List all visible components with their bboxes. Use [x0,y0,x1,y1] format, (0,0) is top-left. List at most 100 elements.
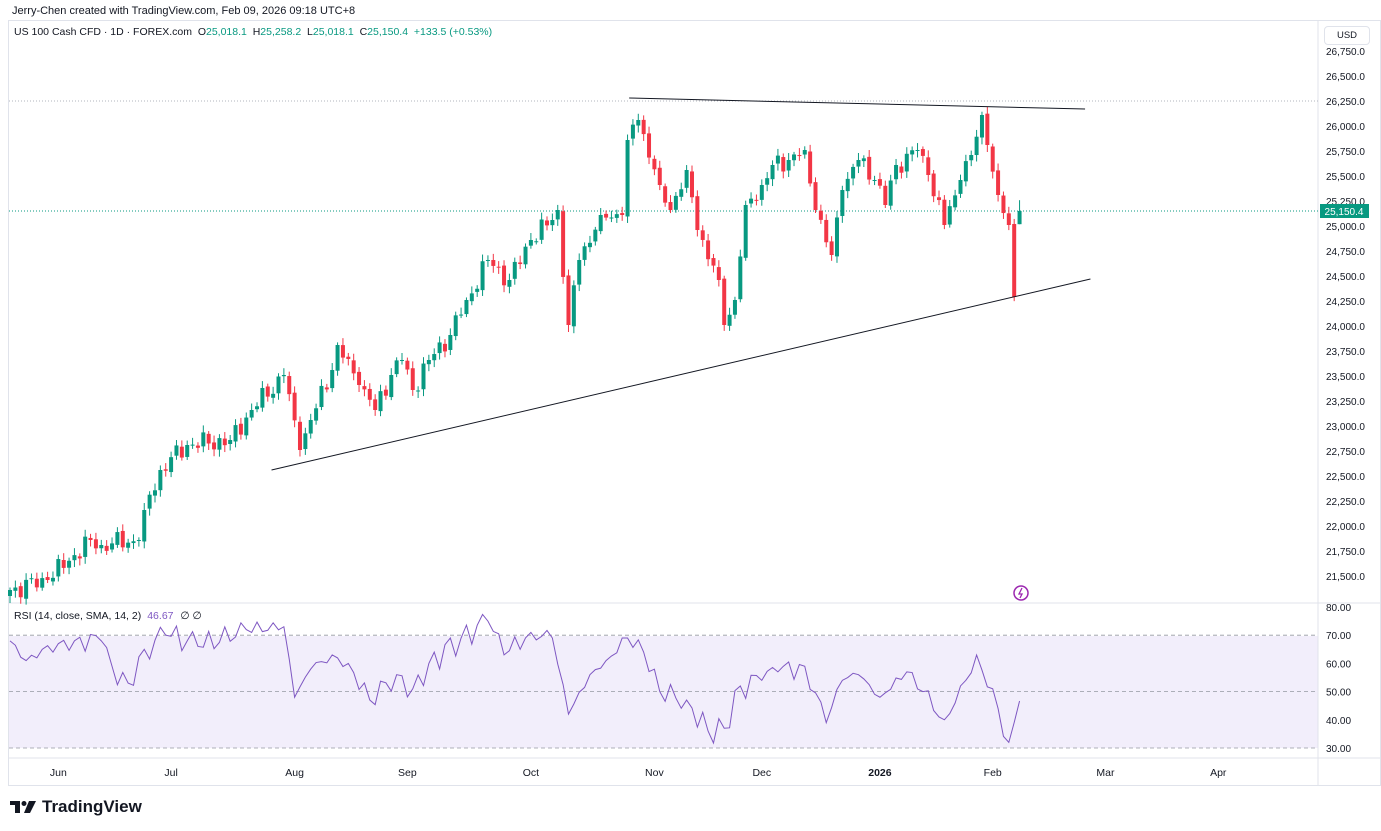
price-tick: 24,750.0 [1326,247,1365,258]
price-tick: 24,500.0 [1326,272,1365,283]
candle [464,297,469,318]
candle-body [732,300,737,315]
candle [684,165,689,193]
price-tick: 26,750.0 [1326,47,1365,58]
candle [40,572,45,591]
price-tick: 21,750.0 [1326,547,1365,558]
price-tick: 22,750.0 [1326,447,1365,458]
candle-body [679,189,684,197]
candle-body [265,386,270,397]
candle [442,339,447,358]
candle [260,381,265,412]
candle-body [34,578,39,588]
candle-body [475,288,480,292]
candle-body [851,166,856,179]
candle [797,148,802,161]
candle [561,205,566,284]
candle [281,368,286,384]
candle-body [56,559,61,577]
candle [152,483,157,503]
candle [335,342,340,376]
candle-body [561,211,566,277]
candle-body [179,446,184,458]
candle-body [620,213,625,215]
candle [324,383,329,393]
candle [351,353,356,381]
price-tick: 23,250.0 [1326,397,1365,408]
candle-body [120,530,125,548]
candle-body [786,160,791,171]
candle-body [845,178,850,192]
trendline[interactable] [271,278,1091,471]
candle-body [641,119,646,135]
candle [985,106,990,152]
candle [308,413,313,439]
candle-body [185,445,190,457]
candle [287,371,292,402]
candle-body [716,267,721,280]
candle [743,200,748,261]
candle [469,286,474,306]
candle-body [212,442,217,450]
candle-body [985,113,990,145]
price-tick: 22,000.0 [1326,522,1365,533]
candle-body [255,406,260,410]
candle [883,180,888,208]
candle [367,383,372,407]
candle [357,367,362,392]
tradingview-logo[interactable]: TradingView [10,797,142,817]
candle-body [222,438,227,446]
candle-body [1012,223,1017,297]
candle [496,261,501,274]
candle [888,174,893,210]
candle [8,587,12,603]
candle [974,129,979,162]
candle-body [410,368,415,390]
candle [598,208,603,235]
candle-body [518,262,523,265]
rsi-legend[interactable]: RSI (14, close, SMA, 14, 2) 46.67 ∅ ∅ [14,610,202,622]
candle [83,529,88,564]
candle [491,253,496,273]
candle-body [926,157,931,175]
candle [861,155,866,167]
candle [421,357,426,397]
candle-body [400,360,405,361]
candle-body [974,136,979,156]
candle-body [598,215,603,232]
candle [792,151,797,167]
candle-body [8,590,12,596]
candle-body [775,155,780,164]
candle [979,111,984,145]
rsi-tick: 40.00 [1326,716,1351,727]
candle-body [13,587,18,591]
candle-body [566,275,571,325]
candle-body [496,266,501,268]
candle-body [432,354,437,361]
candle [238,417,243,440]
candle [630,119,635,146]
candle [400,353,405,365]
time-tick: Jun [50,767,67,779]
candle-body [77,556,82,559]
candle [851,163,856,186]
candle-body [824,219,829,243]
candle [131,534,136,549]
high-label: H [252,26,261,38]
candle [845,172,850,199]
candle-body [190,444,195,446]
candle [604,210,609,221]
candle [545,216,549,231]
alert-icon[interactable] [1013,585,1029,601]
candle [765,172,770,192]
currency-button[interactable]: USD [1324,26,1370,45]
time-tick: Dec [752,767,771,779]
trendline[interactable] [629,97,1086,110]
price-tick: 26,500.0 [1326,72,1365,83]
candle-body [421,363,426,390]
candle [942,195,947,230]
rsi-tick: 60.00 [1326,659,1351,670]
candle [480,254,485,296]
candle [185,440,190,460]
